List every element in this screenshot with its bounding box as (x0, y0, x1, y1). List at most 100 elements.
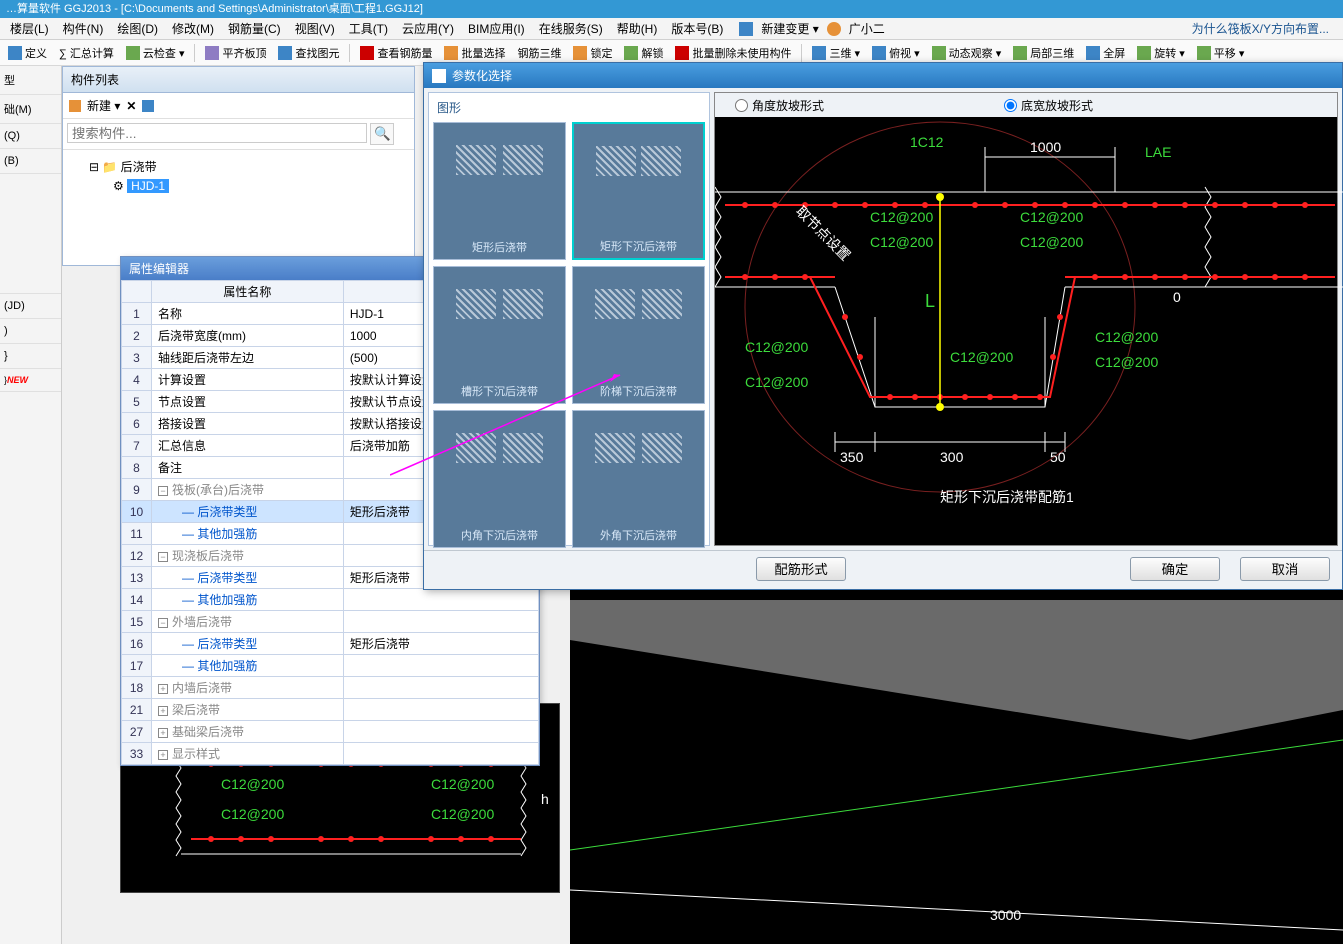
tb-pan[interactable]: 平移 ▾ (1193, 44, 1249, 62)
radio-width[interactable]: 底宽放坡形式 (1004, 97, 1093, 114)
svg-text:h: h (541, 791, 549, 807)
menu-item[interactable]: 在线服务(S) (533, 18, 609, 39)
copy-icon[interactable] (142, 100, 154, 112)
palette-item[interactable]: 型 (0, 66, 61, 95)
radio-angle[interactable]: 角度放坡形式 (735, 97, 824, 114)
svg-text:矩形下沉后浇带配筋1: 矩形下沉后浇带配筋1 (940, 489, 1074, 505)
menu-item[interactable]: BIM应用(I) (462, 18, 531, 39)
tb-rotate[interactable]: 旋转 ▾ (1133, 44, 1189, 62)
tb-sum[interactable]: ∑ 汇总计算 (55, 44, 118, 62)
new-icon[interactable] (69, 100, 81, 112)
menu-item[interactable]: 构件(N) (57, 18, 110, 39)
shape-option[interactable]: 外角下沉后浇带 (572, 410, 705, 548)
menu-item[interactable]: 视图(V) (289, 18, 341, 39)
shape-option[interactable]: 矩形下沉后浇带 (572, 122, 705, 260)
svg-text:LAE: LAE (1145, 144, 1171, 160)
tb-local3d[interactable]: 局部三维 (1009, 44, 1078, 62)
menu-item[interactable]: 工具(T) (343, 18, 394, 39)
rebar-form-button[interactable]: 配筋形式 (756, 557, 846, 581)
svg-text:C12@200: C12@200 (950, 349, 1013, 365)
menu-item[interactable]: 云应用(Y) (396, 18, 460, 39)
palette-item[interactable]: ) (0, 319, 61, 344)
tb-full[interactable]: 全屏 (1082, 44, 1129, 62)
shape-option[interactable]: 槽形下沉后浇带 (433, 266, 566, 404)
shape-option[interactable]: 内角下沉后浇带 (433, 410, 566, 548)
svg-text:1C12: 1C12 (910, 134, 944, 150)
doc-icon[interactable] (739, 22, 753, 36)
table-row[interactable]: 27+基础梁后浇带 (122, 721, 539, 743)
palette-item[interactable]: 础(M) (0, 95, 61, 124)
search-input[interactable] (67, 123, 367, 143)
svg-text:C12@200: C12@200 (431, 806, 494, 822)
ok-button[interactable]: 确定 (1130, 557, 1220, 581)
svg-text:1000: 1000 (1030, 139, 1061, 155)
menu-extra[interactable]: 新建变更 ▾ (755, 18, 824, 39)
component-tree[interactable]: ⊟ 📁 后浇带 ⚙ HJD-1 (63, 150, 414, 201)
menu-bar: 楼层(L) 构件(N) 绘图(D) 修改(M) 钢筋量(C) 视图(V) 工具(… (0, 18, 1343, 40)
preview-area[interactable]: 角度放坡形式 底宽放坡形式 1C12 1000 LAE (714, 92, 1338, 546)
tb-batch[interactable]: 批量选择 (440, 44, 509, 62)
search-button[interactable]: 🔍 (370, 123, 394, 145)
tb-3d[interactable]: 钢筋三维 (513, 44, 565, 62)
palette-item[interactable]: } (0, 344, 61, 369)
new-button[interactable]: 新建 ▾ (87, 97, 120, 114)
svg-text:C12@200: C12@200 (431, 776, 494, 792)
svg-text:C12@200: C12@200 (1095, 354, 1158, 370)
user-icon (827, 22, 841, 36)
table-row[interactable]: 33+显示样式 (122, 743, 539, 765)
menu-item[interactable]: 帮助(H) (611, 18, 664, 39)
table-row[interactable]: 16— 后浇带类型矩形后浇带 (122, 633, 539, 655)
new-badge: }NEW (0, 369, 61, 392)
param-dialog: 参数化选择 图形 矩形后浇带矩形下沉后浇带槽形下沉后浇带阶梯下沉后浇带内角下沉后… (423, 62, 1343, 590)
menu-item[interactable]: 绘图(D) (111, 18, 164, 39)
svg-text:300: 300 (940, 449, 964, 465)
svg-text:C12@200: C12@200 (1020, 209, 1083, 225)
left-palette: 型 础(M) (Q) (B) (JD) ) } }NEW (0, 66, 62, 944)
menu-item[interactable]: 版本号(B) (665, 18, 729, 39)
tb-cloud[interactable]: 云检查 ▾ (122, 44, 189, 62)
tb-orbit[interactable]: 动态观察 ▾ (928, 44, 1006, 62)
svg-text:0: 0 (1173, 289, 1181, 305)
tb-del[interactable]: 批量删除未使用构件 (671, 44, 795, 62)
palette-item[interactable]: (JD) (0, 294, 61, 319)
title-bar: …算量软件 GGJ2013 - [C:\Documents and Settin… (0, 0, 1343, 18)
svg-text:C12@200: C12@200 (745, 339, 808, 355)
delete-icon[interactable]: ✕ (126, 99, 136, 113)
3d-viewport[interactable]: 3000 (570, 590, 1343, 944)
shape-option[interactable]: 阶梯下沉后浇带 (572, 266, 705, 404)
svg-text:取节点设置: 取节点设置 (793, 203, 854, 264)
menu-item[interactable]: 修改(M) (166, 18, 220, 39)
menu-item[interactable]: 钢筋量(C) (222, 18, 287, 39)
table-row[interactable]: 15−外墙后浇带 (122, 611, 539, 633)
col-name: 属性名称 (152, 281, 344, 303)
table-row[interactable]: 17— 其他加强筋 (122, 655, 539, 677)
svg-text:C12@200: C12@200 (745, 374, 808, 390)
dialog-title: 参数化选择 (452, 67, 512, 84)
table-row[interactable]: 18+内墙后浇带 (122, 677, 539, 699)
user-name[interactable]: 广小二 (843, 18, 891, 39)
menu-item[interactable]: 楼层(L) (4, 18, 55, 39)
dialog-titlebar[interactable]: 参数化选择 (424, 63, 1342, 88)
table-row[interactable]: 21+梁后浇带 (122, 699, 539, 721)
tree-item-selected[interactable]: HJD-1 (127, 179, 169, 193)
tb-define[interactable]: 定义 (4, 44, 51, 62)
tb-unlock[interactable]: 解锁 (620, 44, 667, 62)
tb-3dview[interactable]: 三维 ▾ (808, 44, 864, 62)
radio-bar: 角度放坡形式 底宽放坡形式 (715, 93, 1337, 117)
tb-find[interactable]: 查找图元 (274, 44, 343, 62)
tb-top[interactable]: 俯视 ▾ (868, 44, 924, 62)
cancel-button[interactable]: 取消 (1240, 557, 1330, 581)
dialog-icon (432, 69, 446, 83)
tb-flat[interactable]: 平齐板顶 (201, 44, 270, 62)
shape-option[interactable]: 矩形后浇带 (433, 122, 566, 260)
tree-root[interactable]: 后浇带 (121, 160, 157, 174)
tb-lock[interactable]: 锁定 (569, 44, 616, 62)
palette-item[interactable]: (B) (0, 149, 61, 174)
help-link[interactable]: 为什么筏板X/Y方向布置... (1186, 18, 1339, 39)
tb-rebar[interactable]: 查看钢筋量 (356, 44, 436, 62)
svg-text:50: 50 (1050, 449, 1066, 465)
svg-text:C12@200: C12@200 (1020, 234, 1083, 250)
svg-text:C12@200: C12@200 (870, 234, 933, 250)
table-row[interactable]: 14— 其他加强筋 (122, 589, 539, 611)
palette-item[interactable]: (Q) (0, 124, 61, 149)
